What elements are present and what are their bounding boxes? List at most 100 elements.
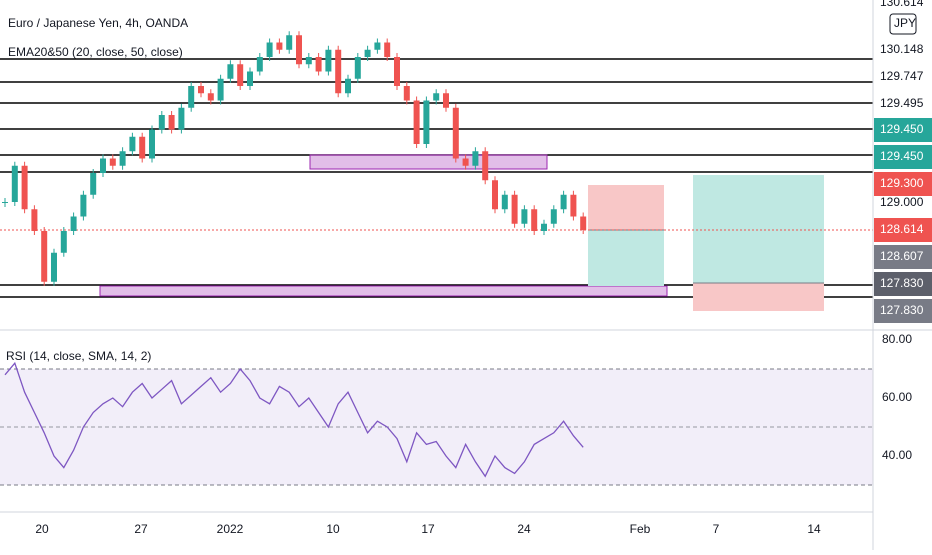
candle	[80, 194, 87, 217]
candle	[90, 173, 97, 195]
target-zone	[588, 230, 664, 286]
time-label: 17	[421, 522, 435, 536]
price-tag: 129.495	[880, 96, 924, 110]
candle	[541, 223, 547, 231]
candle	[472, 151, 479, 166]
tag-bg	[874, 118, 932, 142]
candle	[2, 202, 8, 203]
tag-bg	[874, 299, 932, 323]
stop-zone	[693, 283, 824, 311]
candle	[433, 93, 440, 101]
candle	[403, 86, 410, 101]
candle	[70, 216, 77, 231]
tag-bg	[874, 218, 932, 242]
candle	[354, 57, 361, 79]
candle	[237, 64, 244, 86]
candle	[531, 209, 538, 231]
candle	[511, 194, 518, 224]
candle	[394, 57, 400, 86]
candle	[51, 252, 57, 282]
candle	[384, 42, 391, 57]
candle	[374, 42, 381, 50]
candle	[492, 180, 498, 210]
candle	[41, 231, 48, 282]
currency: JPY	[894, 16, 916, 30]
candle	[521, 209, 528, 224]
candle	[325, 49, 332, 72]
candle	[217, 78, 224, 101]
candle	[462, 158, 469, 166]
time-label: 2022	[217, 522, 244, 536]
price-tag: 129.300	[880, 176, 924, 190]
rsi-tick: 60.00	[882, 390, 912, 404]
candle	[550, 209, 557, 224]
candle	[149, 129, 155, 159]
price-tag: 129.000	[880, 195, 924, 209]
zone-box	[309, 154, 548, 170]
candle	[560, 194, 567, 210]
time-label: 14	[807, 522, 821, 536]
candle	[198, 86, 204, 94]
candle	[178, 107, 185, 130]
tag-bg	[874, 145, 932, 169]
candle	[158, 115, 165, 130]
time-label: 10	[326, 522, 340, 536]
candle	[501, 194, 508, 210]
candle	[256, 57, 263, 72]
candle	[452, 107, 459, 159]
tag-bg	[874, 172, 932, 196]
candle	[443, 93, 449, 108]
price-tag: 130.614	[880, 0, 924, 9]
price-tag: 127.830	[880, 276, 924, 290]
time-label: Feb	[630, 522, 651, 536]
candle	[109, 158, 116, 166]
candle	[247, 71, 253, 86]
currency-box	[889, 13, 917, 35]
candle	[286, 35, 293, 50]
candle	[305, 57, 312, 65]
candle	[207, 93, 214, 101]
time-label: 7	[713, 522, 720, 536]
candle	[188, 86, 195, 108]
price-tag: 129.450	[880, 149, 924, 163]
price-tag: 128.607	[880, 249, 924, 263]
price-tag: 129.747	[880, 69, 924, 83]
time-label: 27	[134, 522, 148, 536]
candle	[276, 42, 283, 50]
indicator-label: EMA20&50 (20, close, 50, close)	[8, 45, 183, 59]
candle	[345, 78, 351, 94]
candle	[100, 158, 106, 173]
rsi-tick: 80.00	[882, 332, 912, 346]
candle	[168, 115, 175, 130]
zone-box	[99, 285, 668, 297]
time-label: 20	[35, 522, 49, 536]
candle	[580, 216, 587, 230]
candle	[11, 165, 18, 202]
price-tag: 130.148	[880, 42, 924, 56]
candle	[335, 49, 342, 94]
stop-zone	[588, 185, 664, 230]
tag-bg	[874, 245, 932, 269]
candle	[482, 151, 489, 181]
candle	[227, 64, 234, 79]
candle	[60, 231, 67, 253]
candle	[266, 42, 273, 57]
price-tag: 128.614	[880, 222, 924, 236]
candle	[315, 57, 322, 72]
price-scale: 130.614 JPY 130.148 129.747 129.495 129.…	[874, 0, 932, 462]
time-label: 24	[517, 522, 531, 536]
target-zone	[693, 175, 824, 283]
candle	[31, 209, 38, 231]
chart-title: Euro / Japanese Yen, 4h, OANDA	[8, 16, 188, 30]
rsi-label: RSI (14, close, SMA, 14, 2)	[6, 349, 151, 363]
candle	[364, 49, 371, 57]
candle	[423, 100, 430, 144]
candle	[296, 35, 302, 65]
candle	[139, 136, 146, 159]
tag-bg	[874, 272, 932, 296]
candle	[413, 100, 420, 144]
candle	[119, 151, 126, 166]
candle	[129, 136, 136, 152]
candle	[570, 194, 577, 217]
